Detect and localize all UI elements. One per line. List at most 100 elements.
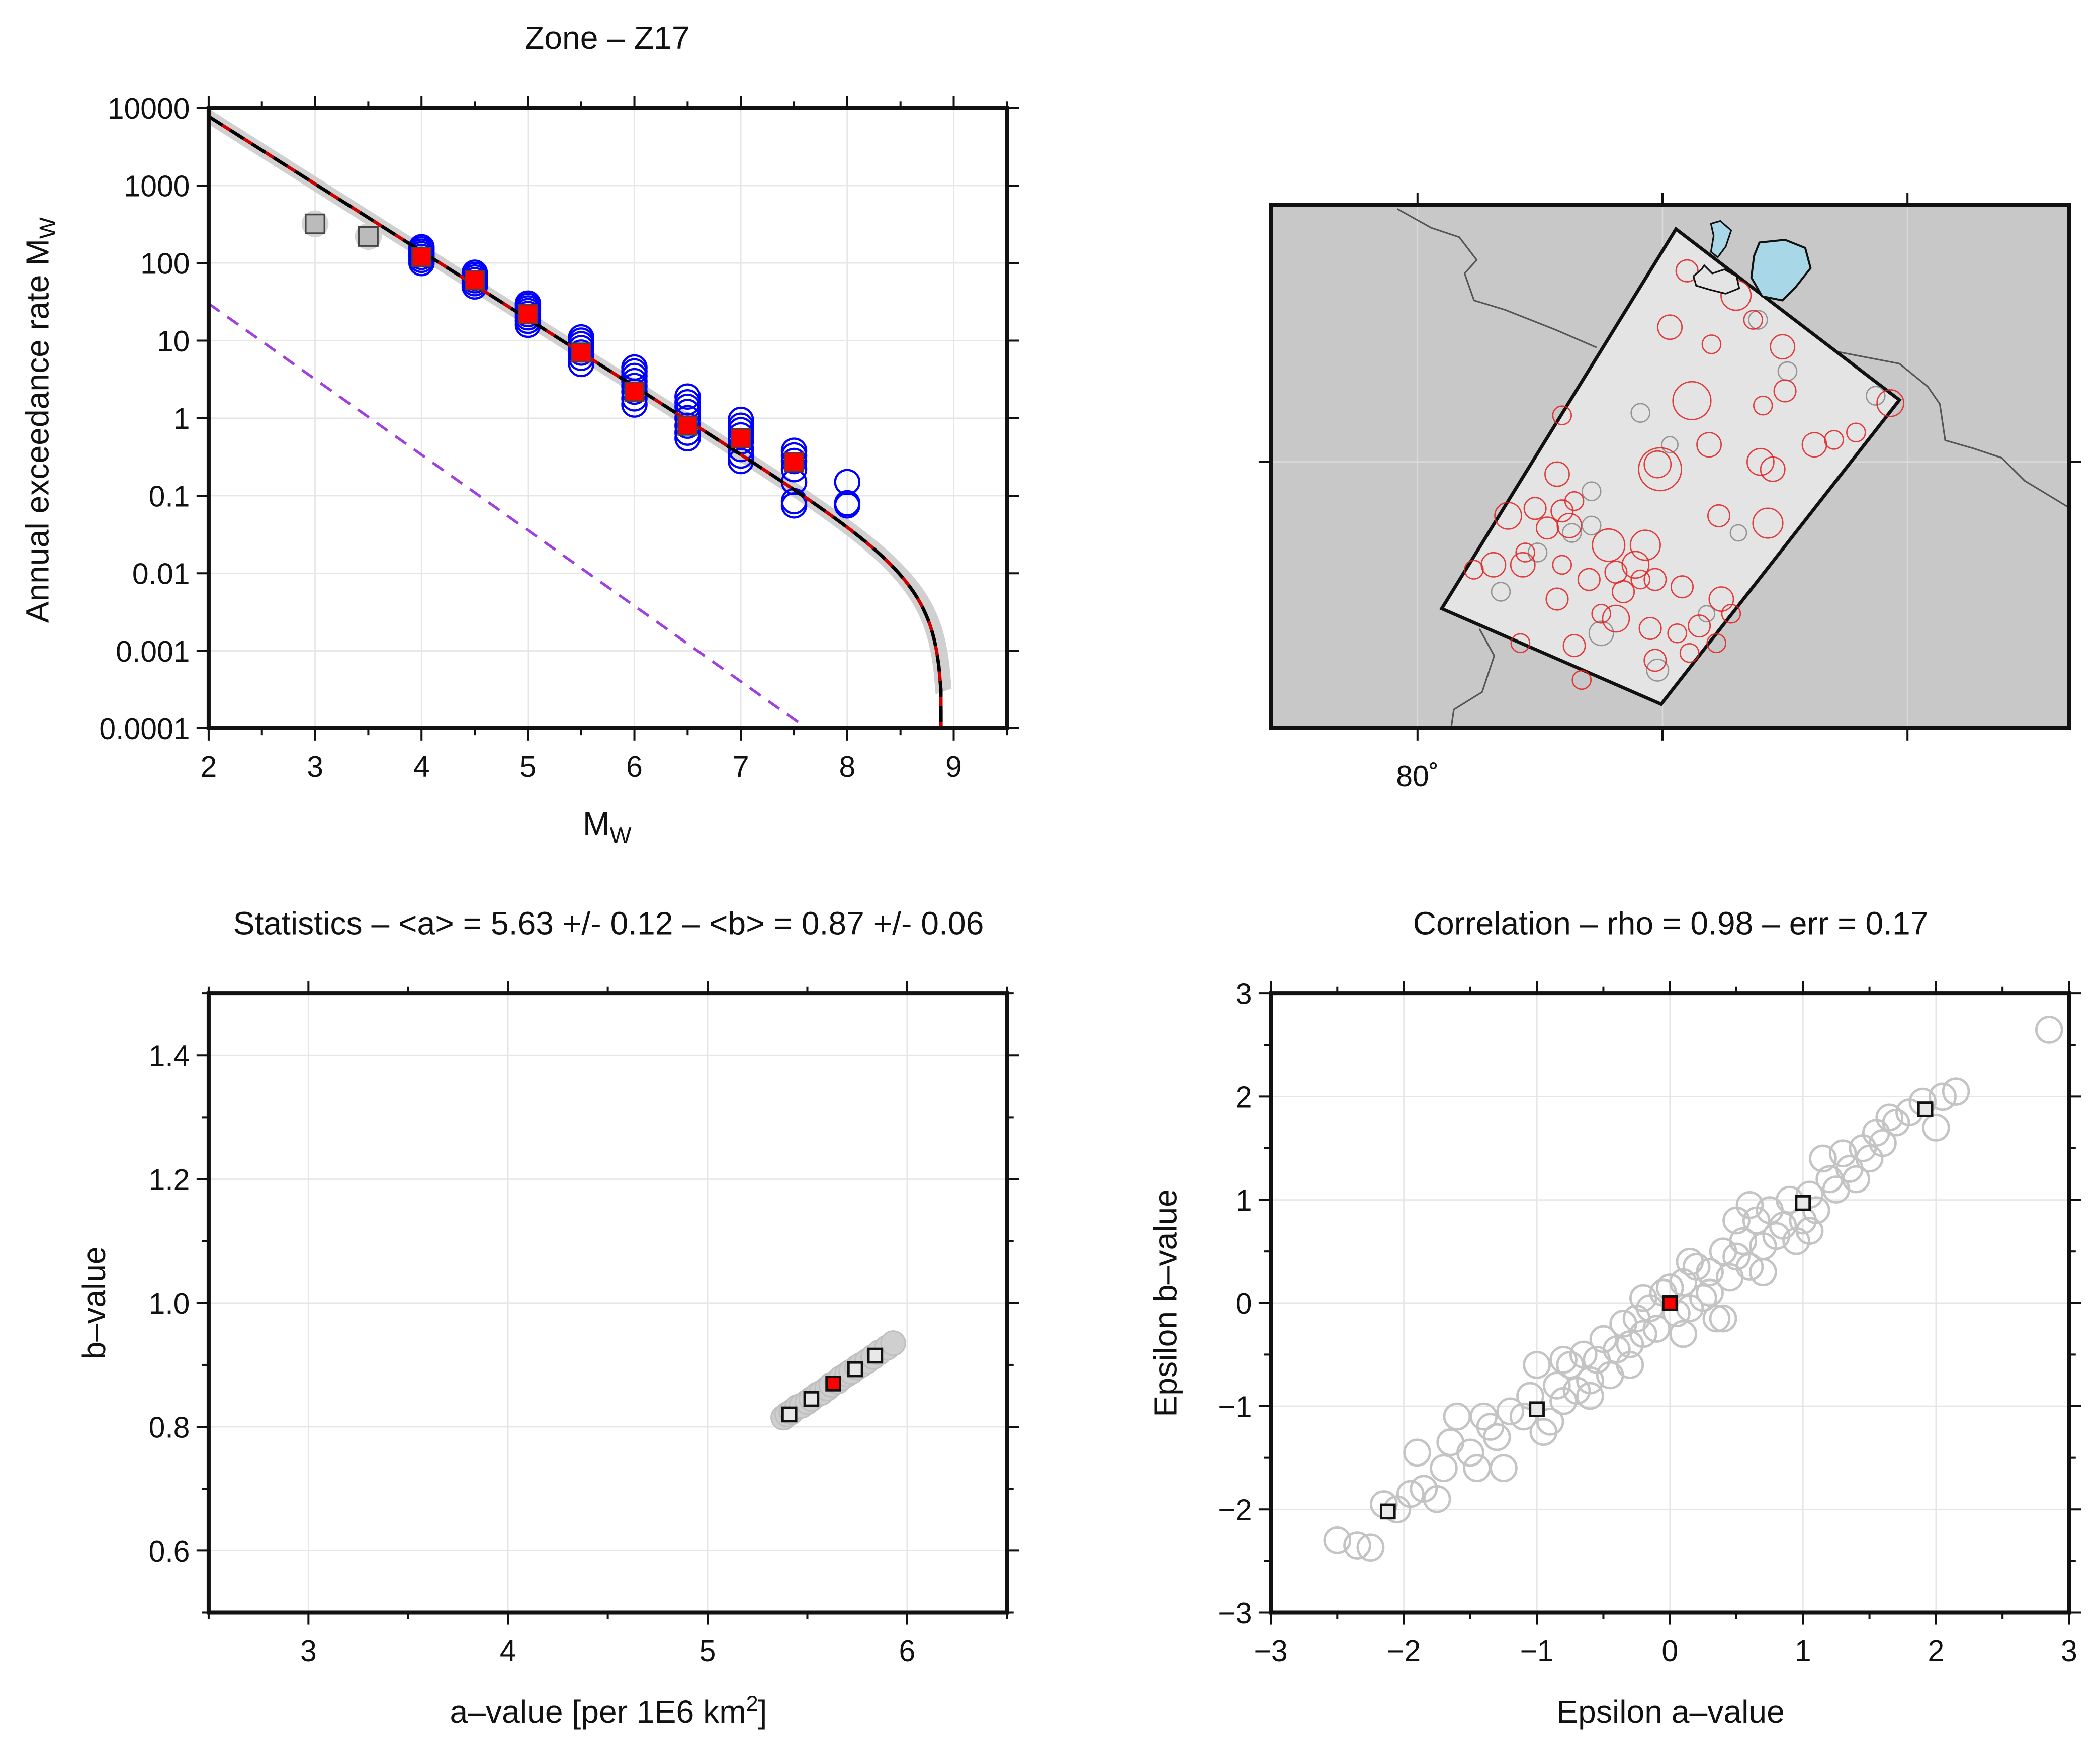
reference-line — [208, 302, 808, 728]
sample-circle — [1702, 1304, 1731, 1333]
epicenter-in-zone — [1746, 447, 1775, 476]
panel4-title: Correlation – rho = 0.98 – err = 0.17 — [1413, 905, 1929, 941]
epicenter-in-zone — [1564, 491, 1585, 511]
epicenter-in-zone — [1752, 507, 1784, 539]
sample-circle — [1542, 1371, 1571, 1400]
epicenter-in-zone — [1494, 502, 1522, 530]
excluded-rate-square — [358, 226, 379, 247]
excluded-rate-square — [305, 213, 326, 234]
y-tick-label: −3 — [1218, 1597, 1252, 1630]
plot-frame — [206, 106, 1009, 730]
epicenter-in-zone — [1545, 587, 1569, 611]
epicenter-in-zone — [1510, 552, 1536, 578]
x-tick-label: 5 — [520, 751, 537, 783]
sample-circle — [1569, 1340, 1598, 1369]
x-tick-label: −3 — [1254, 1635, 1287, 1668]
sample-circle — [1922, 1114, 1950, 1142]
y-tick-label: 0 — [1236, 1288, 1252, 1320]
xlabel-main: M — [583, 805, 610, 842]
epicenter-in-zone — [1670, 575, 1694, 599]
epicenter-in-zone — [1643, 649, 1667, 672]
x-tick-label: 0 — [1661, 1635, 1678, 1668]
epicenter-in-zone — [1760, 456, 1786, 482]
y-tick-label: 3 — [1236, 978, 1252, 1011]
y-tick-label: 1.0 — [149, 1288, 190, 1320]
panel-magnitude-frequency: Zone – Z17 2 3 4 5 6 7 8 9 10000 1000 100 10 1 0.1 0.0… — [19, 20, 1019, 848]
x-tick-label: 7 — [733, 751, 749, 783]
sample-circle — [1463, 1454, 1491, 1483]
shoreline — [1692, 264, 1740, 295]
epicenter-in-zone — [1612, 580, 1635, 603]
panel-epsilon-correlation: Correlation – rho = 0.98 – err = 0.17 −3… — [1148, 905, 2081, 1730]
sample-circle — [1689, 1284, 1717, 1312]
sample-circle — [1669, 1320, 1698, 1348]
y-tick-label: 0.1 — [149, 480, 190, 513]
x-tick-label: 2 — [1928, 1635, 1944, 1668]
observed-rate-square — [731, 428, 751, 448]
epicenter-in-zone — [1571, 670, 1592, 690]
map-frame — [1269, 203, 2071, 730]
panel3-ylabel: b–value — [76, 1246, 112, 1359]
sample-circle — [1343, 1531, 1371, 1560]
country-border — [1396, 208, 1597, 348]
sample-circle — [674, 389, 701, 416]
sample-circle — [1549, 1345, 1578, 1374]
percentile-square — [1380, 1503, 1396, 1520]
sample-circle — [1735, 1191, 1764, 1219]
epicenter-in-zone — [1753, 395, 1773, 416]
x-tick-label: 3 — [2061, 1635, 2077, 1668]
sample-circle — [1696, 1278, 1724, 1307]
y-tick-label: −1 — [1218, 1391, 1252, 1423]
epicenter-in-zone — [1630, 569, 1650, 590]
lake-small — [1710, 220, 1732, 259]
epicenter-in-zone — [1621, 551, 1650, 579]
mean-square — [1661, 1295, 1678, 1311]
x-tick-label: 6 — [626, 751, 643, 783]
sample-circle — [1629, 1320, 1657, 1348]
ylabel-sub: W — [35, 217, 60, 239]
y-tick-label: 0.001 — [116, 635, 190, 668]
sample-circle — [1423, 1485, 1451, 1513]
y-tick-label: 1.4 — [149, 1040, 190, 1073]
y-tick-label: 100 — [140, 248, 190, 281]
epicenter-in-zone — [1679, 643, 1700, 663]
epicenter-other — [1698, 605, 1716, 623]
x-tick-label: 3 — [307, 751, 323, 783]
plot-frame — [1269, 991, 2071, 1615]
sample-circle — [1356, 1533, 1385, 1562]
epicenter-in-zone — [1706, 633, 1726, 654]
sample-circle — [1456, 1438, 1484, 1467]
panel-ab-statistics: Statistics – <a> = 5.63 +/- 0.12 – <b> =… — [76, 905, 1019, 1730]
epicenter-in-zone — [1515, 542, 1535, 563]
sample-circle — [780, 447, 808, 475]
sample-circle — [1795, 1217, 1824, 1245]
x-tick-label: 4 — [413, 751, 430, 783]
epicenter-in-zone — [1846, 422, 1866, 443]
x-tick-label: 5 — [699, 1635, 716, 1668]
epicenter-in-zone — [1510, 633, 1531, 654]
xlabel-sub: W — [610, 822, 632, 848]
y-tick-label: 0.01 — [132, 558, 190, 591]
epicenter-in-zone — [1672, 381, 1712, 421]
epicenter-in-zone — [1556, 512, 1583, 538]
sample-circle — [1682, 1253, 1711, 1281]
sample-circle — [834, 469, 861, 496]
epicenter-in-zone — [1577, 568, 1601, 591]
epicenter-in-zone — [1876, 389, 1904, 417]
epicenter-in-zone — [1701, 334, 1722, 354]
y-tick-label: 1 — [173, 403, 190, 435]
ylabel-main: Annual exceedance rate M — [19, 239, 55, 623]
observed-rate-square — [783, 452, 805, 473]
epicenter-in-zone — [1696, 432, 1722, 458]
y-tick-label: 0.0001 — [99, 713, 190, 746]
sample-circle — [1929, 1082, 1957, 1111]
epicenter-other — [1661, 436, 1679, 454]
sample-circle — [621, 354, 648, 381]
observed-rate-square — [517, 304, 538, 324]
percentile-square — [803, 1391, 820, 1407]
epicenter-in-zone — [1773, 379, 1797, 403]
sample-circle — [880, 1330, 906, 1356]
sample-circle — [1709, 1304, 1737, 1333]
percentile-square — [1529, 1401, 1545, 1417]
sample-circle — [1403, 1438, 1431, 1467]
